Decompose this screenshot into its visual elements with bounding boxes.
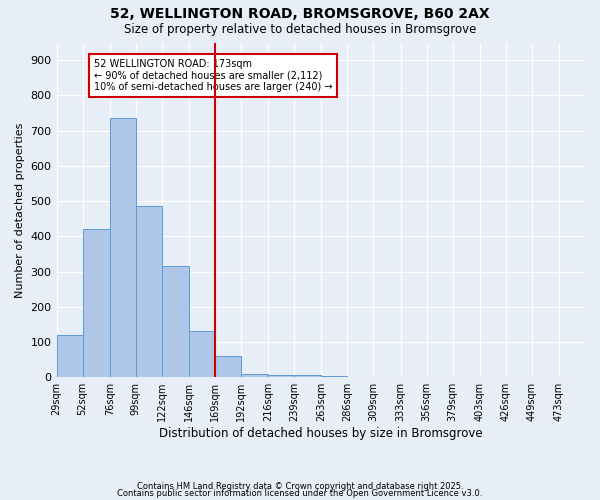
Bar [373,376,401,377]
Text: Size of property relative to detached houses in Bromsgrove: Size of property relative to detached ho… [124,22,476,36]
Bar [189,332,215,377]
Bar [347,376,373,377]
Bar [56,335,83,377]
Text: 52 WELLINGTON ROAD: 173sqm
← 90% of detached houses are smaller (2,112)
10% of s: 52 WELLINGTON ROAD: 173sqm ← 90% of deta… [94,59,332,92]
Y-axis label: Number of detached properties: Number of detached properties [15,122,25,298]
Text: Contains public sector information licensed under the Open Government Licence v3: Contains public sector information licen… [118,490,482,498]
Bar [241,374,268,377]
Bar [83,229,110,377]
Bar [294,376,322,377]
Bar [162,266,189,377]
Bar [136,206,162,377]
Text: Contains HM Land Registry data © Crown copyright and database right 2025.: Contains HM Land Registry data © Crown c… [137,482,463,491]
Text: 52, WELLINGTON ROAD, BROMSGROVE, B60 2AX: 52, WELLINGTON ROAD, BROMSGROVE, B60 2AX [110,8,490,22]
Bar [268,376,294,377]
Bar [215,356,241,377]
X-axis label: Distribution of detached houses by size in Bromsgrove: Distribution of detached houses by size … [159,427,482,440]
Bar [322,376,347,377]
Bar [110,118,136,377]
